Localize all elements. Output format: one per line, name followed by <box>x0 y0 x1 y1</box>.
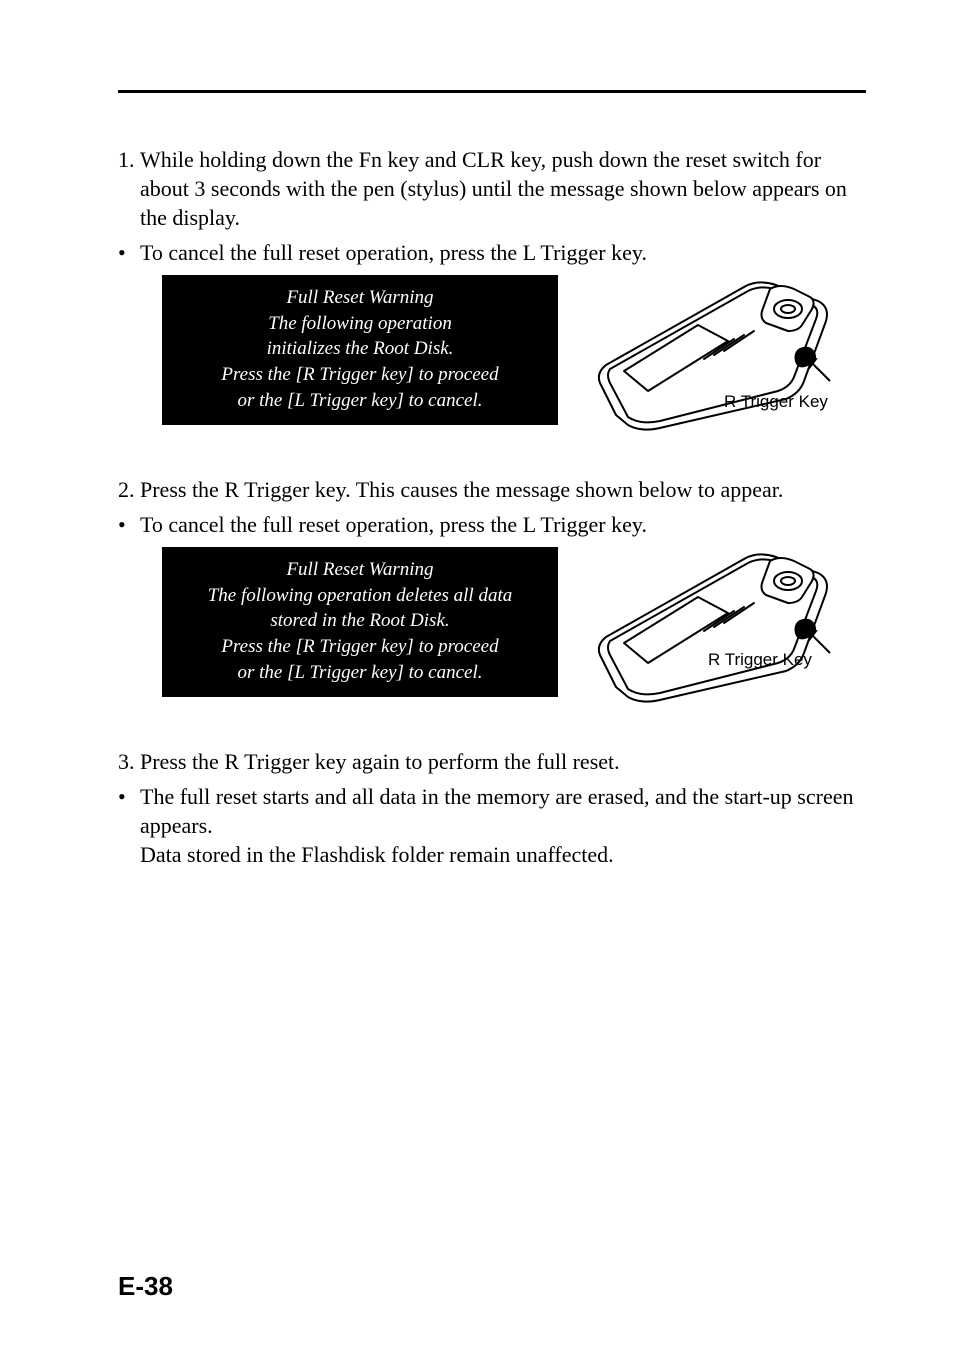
screen1-line: or the [L Trigger key] to cancel. <box>168 388 552 414</box>
step-1: 1. While holding down the Fn key and CLR… <box>118 145 866 232</box>
step-1-text: While holding down the Fn key and CLR ke… <box>140 145 866 232</box>
screen-message-1: Full Reset Warning The following operati… <box>162 275 558 425</box>
screen1-line: Press the [R Trigger key] to proceed <box>168 362 552 388</box>
step-3-text: Press the R Trigger key again to perform… <box>140 747 866 776</box>
screen-message-2: Full Reset Warning The following operati… <box>162 547 558 697</box>
content: 1. While holding down the Fn key and CLR… <box>118 145 866 869</box>
trigger-key-caption: R Trigger Key <box>708 649 812 671</box>
figure-row-1: Full Reset Warning The following operati… <box>162 275 866 435</box>
step-2-bullet-text: To cancel the full reset operation, pres… <box>140 510 866 539</box>
top-rule <box>118 90 866 93</box>
step-3-bullet-line1: The full reset starts and all data in th… <box>140 784 854 838</box>
step-2: 2. Press the R Trigger key. This causes … <box>118 475 866 504</box>
step-1-bullet-text: To cancel the full reset operation, pres… <box>140 238 866 267</box>
step-1-bullet: • To cancel the full reset operation, pr… <box>118 238 866 267</box>
screen2-line: or the [L Trigger key] to cancel. <box>168 660 552 686</box>
screen2-line: Press the [R Trigger key] to proceed <box>168 634 552 660</box>
page: 1. While holding down the Fn key and CLR… <box>0 0 954 1354</box>
step-2-bullet: • To cancel the full reset operation, pr… <box>118 510 866 539</box>
screen1-line: Full Reset Warning <box>168 285 552 311</box>
bullet-dot-icon: • <box>118 782 140 869</box>
step-3-bullet-text: The full reset starts and all data in th… <box>140 782 866 869</box>
bullet-dot-icon: • <box>118 510 140 539</box>
step-3-bullet-line2: Data stored in the Flashdisk folder rema… <box>140 842 614 867</box>
step-3-bullet: • The full reset starts and all data in … <box>118 782 866 869</box>
screen1-line: The following operation <box>168 311 552 337</box>
device-illustration-2: R Trigger Key <box>594 547 842 707</box>
device-illustration-1: R Trigger Key <box>594 275 842 435</box>
page-number: E-38 <box>118 1271 173 1302</box>
device-icon <box>594 547 842 707</box>
screen2-line: stored in the Root Disk. <box>168 608 552 634</box>
step-1-number: 1. <box>118 145 140 232</box>
step-2-text: Press the R Trigger key. This causes the… <box>140 475 866 504</box>
trigger-key-caption: R Trigger Key <box>724 391 828 413</box>
figure-row-2: Full Reset Warning The following operati… <box>162 547 866 707</box>
screen1-line: initializes the Root Disk. <box>168 336 552 362</box>
bullet-dot-icon: • <box>118 238 140 267</box>
screen2-line: The following operation deletes all data <box>168 583 552 609</box>
step-2-number: 2. <box>118 475 140 504</box>
screen2-line: Full Reset Warning <box>168 557 552 583</box>
step-3: 3. Press the R Trigger key again to perf… <box>118 747 866 776</box>
step-3-number: 3. <box>118 747 140 776</box>
